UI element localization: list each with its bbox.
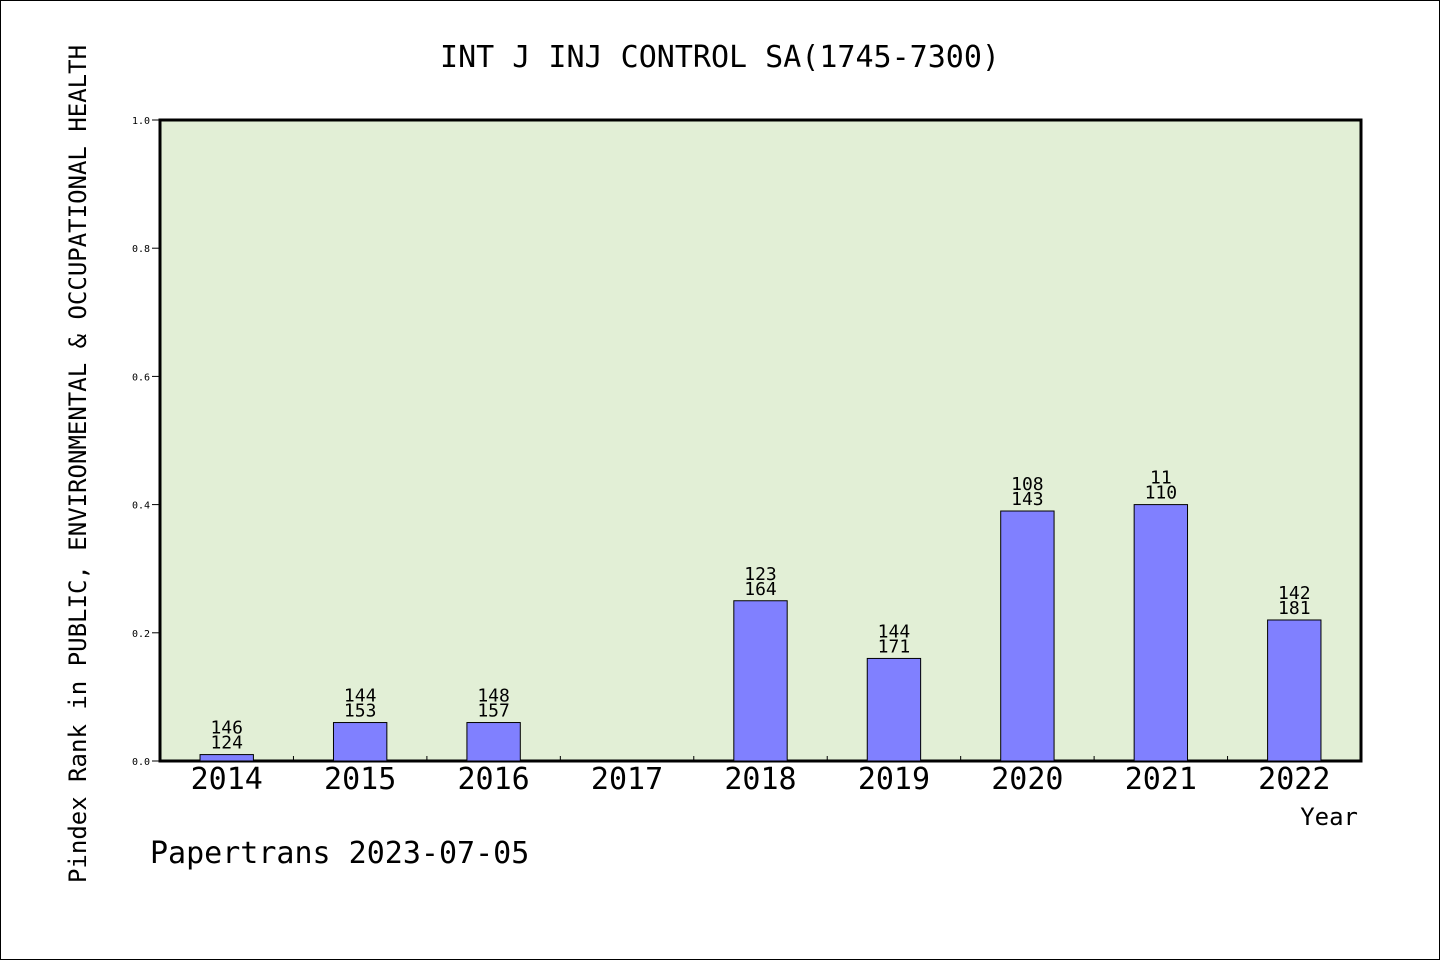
x-tick-label: 2016: [457, 762, 529, 797]
bar-label-top: 148: [477, 686, 510, 707]
x-tick-label: 2022: [1258, 762, 1330, 797]
bar: [332, 722, 388, 762]
bar-label-top: 144: [878, 621, 911, 642]
y-tick-label: 0.8: [132, 244, 150, 255]
bar: [199, 754, 254, 762]
bar-label-bottom: 143: [1011, 489, 1044, 510]
y-axis: 0.0 0.2 0.4 0.6 0.8 1.0: [132, 116, 160, 768]
bar-label-top: 123: [744, 564, 777, 585]
y-tick-label: 0.2: [132, 629, 150, 640]
bar-label-top: 142: [1278, 583, 1311, 604]
bar: [466, 722, 521, 762]
bar-label-bottom: 171: [878, 636, 911, 657]
bar-label-bottom: 110: [1145, 483, 1178, 504]
bar-label-bottom: 153: [344, 701, 377, 722]
y-tick-label: 0.6: [132, 372, 150, 383]
x-tick-label: 2014: [191, 762, 263, 797]
x-axis: 2014 2015 2016 2017 2018 2019 2020 2021 2022: [191, 756, 1330, 797]
x-tick-label: 2018: [724, 762, 796, 797]
y-tick-label: 0.4: [132, 501, 150, 512]
x-tick-label: 2021: [1125, 762, 1197, 797]
x-axis-label: Year: [1300, 803, 1358, 831]
x-tick-label: 2019: [858, 762, 930, 797]
bar: [1133, 504, 1189, 762]
x-tick-label: 2017: [591, 762, 663, 797]
bar-label-top: 108: [1011, 474, 1044, 495]
y-axis-label: Pindex Rank in PUBLIC, ENVIRONMENTAL & O…: [64, 45, 92, 883]
bar: [1267, 619, 1322, 762]
y-tick-label: 0.0: [132, 757, 150, 768]
bar: [866, 657, 922, 762]
chart-title: INT J INJ CONTROL SA(1745-7300): [440, 40, 1000, 75]
bar-label-bottom: 181: [1278, 598, 1311, 619]
x-tick-label: 2020: [991, 762, 1063, 797]
bars: [199, 504, 1322, 762]
bar-label-top: 11: [1150, 468, 1172, 489]
bar-label-top: 146: [210, 718, 243, 739]
x-tick-label: 2015: [324, 762, 396, 797]
y-tick-label: 1.0: [132, 116, 150, 127]
bar-label-bottom: 157: [477, 701, 510, 722]
bar-label-top: 144: [344, 686, 377, 707]
watermark: Papertrans 2023-07-05: [150, 836, 529, 871]
bar: [1000, 510, 1055, 762]
bar-label-bottom: 124: [210, 733, 243, 754]
bar-labels: 1461241441531481571231641441711081431111…: [210, 468, 1310, 754]
bar: [733, 600, 788, 762]
bar-label-bottom: 164: [744, 579, 777, 600]
